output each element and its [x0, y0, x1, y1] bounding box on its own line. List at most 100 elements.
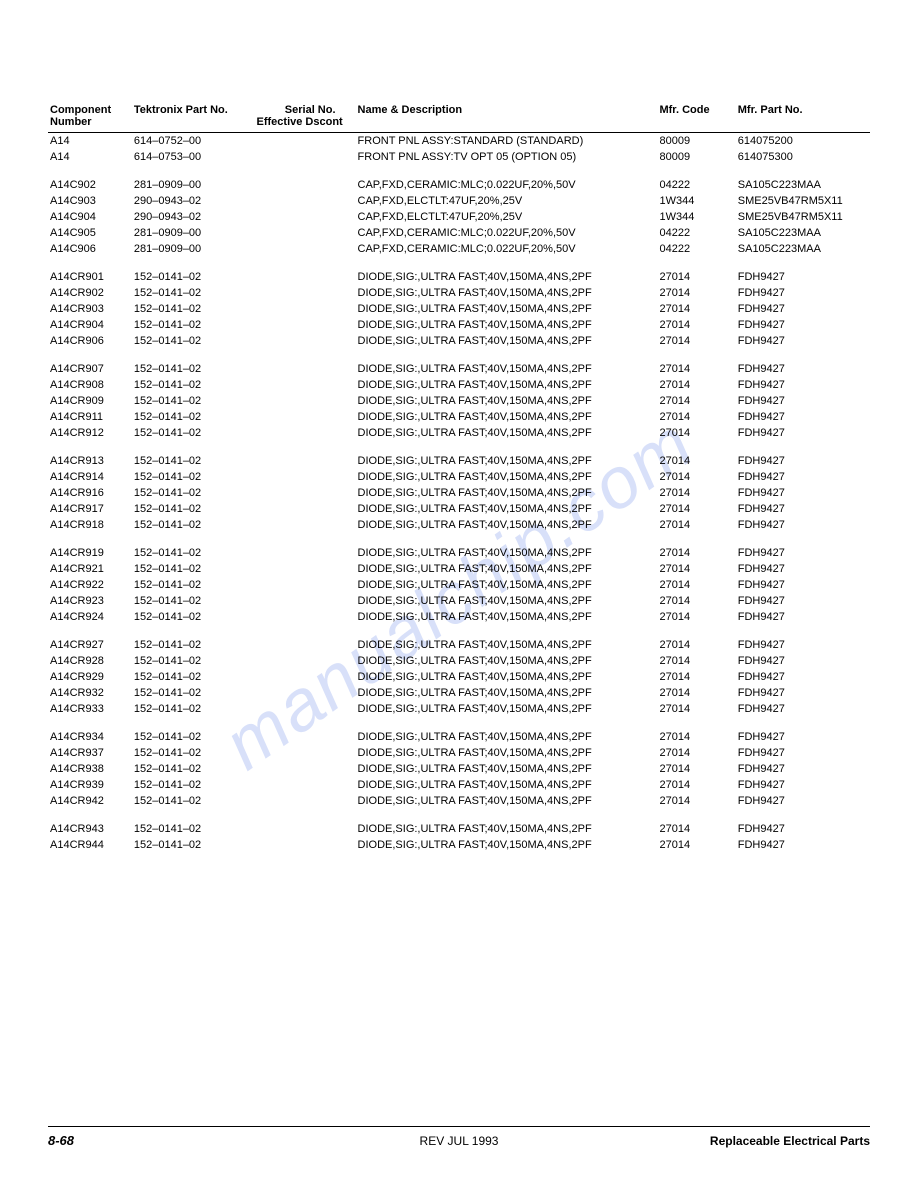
cell-tek-part: 152–0141–02 [132, 761, 244, 777]
cell-mfr-part: FDH9427 [736, 469, 870, 485]
table-row: A14CR913152–0141–02DIODE,SIG:,ULTRA FAST… [48, 453, 870, 469]
cell-mfr-part: SA105C223MAA [736, 225, 870, 241]
cell-component: A14CR938 [48, 761, 132, 777]
cell-mfr-part: FDH9427 [736, 393, 870, 409]
cell-tek-part: 152–0141–02 [132, 485, 244, 501]
cell-component: A14CR921 [48, 561, 132, 577]
table-row: A14CR921152–0141–02 DIODE,SIG:,ULTRA FAST… [48, 561, 870, 577]
cell-serial [244, 485, 356, 501]
cell-tek-part: 281–0909–00 [132, 225, 244, 241]
cell-mfr-part: SA105C223MAA [736, 177, 870, 193]
cell-mfr-code: 27014 [657, 593, 735, 609]
cell-tek-part: 152–0141–02 [132, 637, 244, 653]
page-footer: 8-68 REV JUL 1993 Replaceable Electrical… [48, 1126, 870, 1148]
cell-description: DIODE,SIG:,ULTRA FAST;40V,150MA,4NS,2PF [356, 285, 658, 301]
cell-mfr-part: FDH9427 [736, 425, 870, 441]
table-row: A14CR909152–0141–02DIODE,SIG:,ULTRA FAST… [48, 393, 870, 409]
spacer-cell [48, 809, 870, 821]
cell-mfr-part: FDH9427 [736, 669, 870, 685]
table-row: A14CR919152–0141–02DIODE,SIG:,ULTRA FAST… [48, 545, 870, 561]
header-mfr-part-text: Mfr. Part No. [738, 104, 803, 116]
cell-description: DIODE,SIG:,ULTRA FAST;40V,150MA,4NS,2PF [356, 485, 658, 501]
table-row: A14CR907152–0141–02DIODE,SIG:,ULTRA FAST… [48, 361, 870, 377]
table-row: A14CR938152–0141–02 DIODE,SIG:,ULTRA FAST… [48, 761, 870, 777]
cell-tek-part: 281–0909–00 [132, 241, 244, 257]
cell-description: DIODE,SIG:,ULTRA FAST;40V,150MA,4NS,2PF [356, 393, 658, 409]
cell-description: DIODE,SIG:,ULTRA FAST;40V,150MA,4NS,2PF [356, 561, 658, 577]
cell-component: A14CR918 [48, 517, 132, 533]
cell-component: A14CR928 [48, 653, 132, 669]
cell-component: A14C905 [48, 225, 132, 241]
cell-mfr-part: FDH9427 [736, 729, 870, 745]
cell-mfr-part: FDH9427 [736, 777, 870, 793]
cell-description: FRONT PNL ASSY:TV OPT 05 (OPTION 05) [356, 149, 658, 165]
cell-component: A14CR907 [48, 361, 132, 377]
cell-mfr-part: FDH9427 [736, 837, 870, 853]
cell-description: DIODE,SIG:,ULTRA FAST;40V,150MA,4NS,2PF [356, 425, 658, 441]
cell-mfr-code: 27014 [657, 685, 735, 701]
cell-tek-part: 152–0141–02 [132, 609, 244, 625]
table-row: A14CR942152–0141–02DIODE,SIG:,ULTRA FAST… [48, 793, 870, 809]
cell-component: A14CR933 [48, 701, 132, 717]
cell-mfr-code: 27014 [657, 485, 735, 501]
cell-description: DIODE,SIG:,ULTRA FAST;40V,150MA,4NS,2PF [356, 409, 658, 425]
cell-mfr-part: 614075300 [736, 149, 870, 165]
cell-mfr-code: 27014 [657, 561, 735, 577]
cell-tek-part: 152–0141–02 [132, 793, 244, 809]
cell-tek-part: 152–0141–02 [132, 561, 244, 577]
cell-description: DIODE,SIG:,ULTRA FAST;40V,150MA,4NS,2PF [356, 701, 658, 717]
cell-component: A14C904 [48, 209, 132, 225]
cell-serial [244, 269, 356, 285]
table-row: A14CR924152–0141–02DIODE,SIG:,ULTRA FAST… [48, 609, 870, 625]
cell-description: DIODE,SIG:,ULTRA FAST;40V,150MA,4NS,2PF [356, 501, 658, 517]
cell-tek-part: 281–0909–00 [132, 177, 244, 193]
table-row: A14CR923152–0141–02 DIODE,SIG:,ULTRA FAST… [48, 593, 870, 609]
table-row: A14CR906152–0141–02DIODE,SIG:,ULTRA FAST… [48, 333, 870, 349]
cell-mfr-part: SME25VB47RM5X11 [736, 209, 870, 225]
cell-description: CAP,FXD,CERAMIC:MLC;0.022UF,20%,50V [356, 177, 658, 193]
cell-serial [244, 409, 356, 425]
cell-mfr-code: 27014 [657, 545, 735, 561]
cell-mfr-part: FDH9427 [736, 377, 870, 393]
cell-serial [244, 209, 356, 225]
cell-component: A14CR939 [48, 777, 132, 793]
cell-description: DIODE,SIG:,ULTRA FAST;40V,150MA,4NS,2PF [356, 685, 658, 701]
header-description-text: Name & Description [358, 104, 463, 116]
cell-mfr-code: 27014 [657, 393, 735, 409]
cell-mfr-code: 27014 [657, 301, 735, 317]
cell-description: DIODE,SIG:,ULTRA FAST;40V,150MA,4NS,2PF [356, 837, 658, 853]
cell-mfr-code: 27014 [657, 361, 735, 377]
table-row: A14CR928152–0141–02DIODE,SIG:,ULTRA FAST… [48, 653, 870, 669]
cell-tek-part: 152–0141–02 [132, 377, 244, 393]
cell-serial [244, 793, 356, 809]
cell-mfr-code: 27014 [657, 425, 735, 441]
spacer-cell [48, 349, 870, 361]
cell-description: DIODE,SIG:,ULTRA FAST;40V,150MA,4NS,2PF [356, 545, 658, 561]
cell-description: DIODE,SIG:,ULTRA FAST;40V,150MA,4NS,2PF [356, 469, 658, 485]
cell-description: DIODE,SIG:,ULTRA FAST;40V,150MA,4NS,2PF [356, 593, 658, 609]
table-row: A14CR901152–0141–02DIODE,SIG:,ULTRA FAST… [48, 269, 870, 285]
cell-component: A14CR922 [48, 577, 132, 593]
cell-mfr-code: 80009 [657, 149, 735, 165]
cell-tek-part: 152–0141–02 [132, 837, 244, 853]
cell-description: DIODE,SIG:,ULTRA FAST;40V,150MA,4NS,2PF [356, 317, 658, 333]
cell-description: CAP,FXD,ELCTLT:47UF,20%,25V [356, 209, 658, 225]
cell-mfr-code: 27014 [657, 501, 735, 517]
cell-tek-part: 152–0141–02 [132, 317, 244, 333]
cell-component: A14CR923 [48, 593, 132, 609]
cell-serial [244, 333, 356, 349]
table-row: A14CR908152–0141–02DIODE,SIG:,ULTRA FAST… [48, 377, 870, 393]
cell-mfr-part: FDH9427 [736, 685, 870, 701]
cell-mfr-part: FDH9427 [736, 517, 870, 533]
cell-mfr-part: FDH9427 [736, 485, 870, 501]
cell-tek-part: 152–0141–02 [132, 593, 244, 609]
cell-mfr-code: 27014 [657, 317, 735, 333]
cell-component: A14CR912 [48, 425, 132, 441]
cell-tek-part: 152–0141–02 [132, 745, 244, 761]
table-row [48, 257, 870, 269]
table-body: A14614–0752–00FRONT PNL ASSY:STANDARD (S… [48, 133, 870, 854]
cell-mfr-code: 27014 [657, 517, 735, 533]
header-tektronix-text: Tektronix Part No. [134, 104, 228, 116]
cell-mfr-part: SME25VB47RM5X11 [736, 193, 870, 209]
cell-description: DIODE,SIG:,ULTRA FAST;40V,150MA,4NS,2PF [356, 761, 658, 777]
